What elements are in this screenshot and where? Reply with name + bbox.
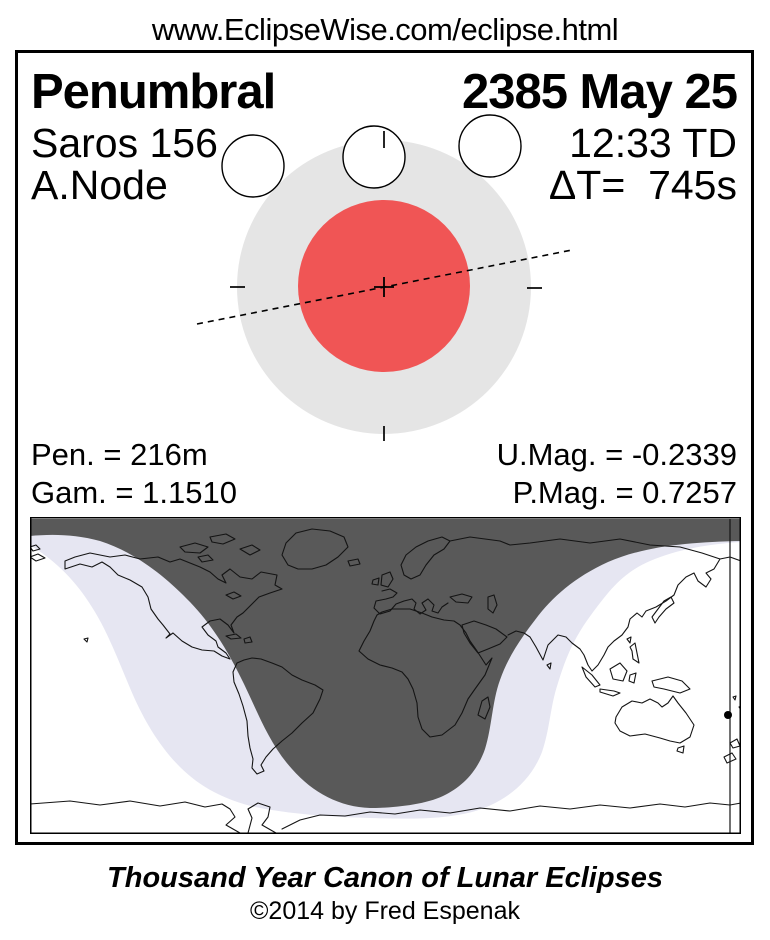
gamma-label: Gam. = 1.1510: [31, 475, 237, 510]
greatest-time-label: 12:33 TD: [569, 120, 737, 166]
delta-t-label: ΔT= 745s: [548, 162, 737, 208]
madagascar-outline: [477, 696, 491, 720]
map-frame: [30, 517, 741, 834]
australia-outline: [614, 695, 695, 744]
node-label: A.Node: [31, 162, 168, 208]
penumbral-magnitude-label: P.Mag. = 0.7257: [512, 475, 737, 510]
visibility-map: [30, 517, 741, 834]
continent-outlines: [30, 528, 741, 834]
antarctica-outline: [30, 800, 741, 834]
new-zealand-outline: [723, 738, 741, 764]
europe-coast-outline: [373, 588, 449, 615]
greatest-eclipse-moon: [342, 125, 406, 189]
map-not-visible-zone: [30, 519, 741, 808]
asia-outline: [449, 536, 741, 672]
small-islands-outline: [30, 544, 741, 711]
shadow-diagram: [196, 114, 573, 441]
caspian-sea-outline: [487, 594, 498, 614]
north-america-outline: [64, 552, 283, 660]
africa-outline: [358, 608, 493, 738]
last-contact-moon: [458, 114, 522, 178]
site-url-text: www.EclipseWise.com/eclipse.html: [151, 12, 619, 47]
first-contact-moon: [221, 134, 285, 198]
tasmania-outline: [676, 745, 685, 754]
eclipse-type-label: Penumbral: [31, 65, 276, 119]
black-sea-outline: [449, 593, 473, 604]
eclipse-plate-frame: [15, 50, 754, 845]
canon-series-title: Thousand Year Canon of Lunar Eclipses: [107, 862, 663, 894]
copyright-text: ©2014 by Fred Espenak: [250, 897, 520, 925]
iceland-outline: [347, 558, 361, 567]
south-america-outline: [232, 657, 324, 775]
southeast-asia-islands-outline: [581, 642, 691, 697]
greenland-outline: [281, 528, 349, 570]
arabia-outline: [461, 620, 508, 654]
arctic-islands-outline: [179, 533, 261, 563]
zenith-point-dot: [724, 711, 732, 719]
eclipse-date-label: 2385 May 25: [461, 65, 738, 119]
saros-label: Saros 156: [31, 120, 218, 166]
penumbral-duration-label: Pen. = 216m: [31, 437, 208, 472]
umbral-magnitude-label: U.Mag. = -0.2339: [496, 437, 737, 472]
japan-outline: [651, 596, 675, 624]
british-isles-outline: [371, 571, 394, 588]
